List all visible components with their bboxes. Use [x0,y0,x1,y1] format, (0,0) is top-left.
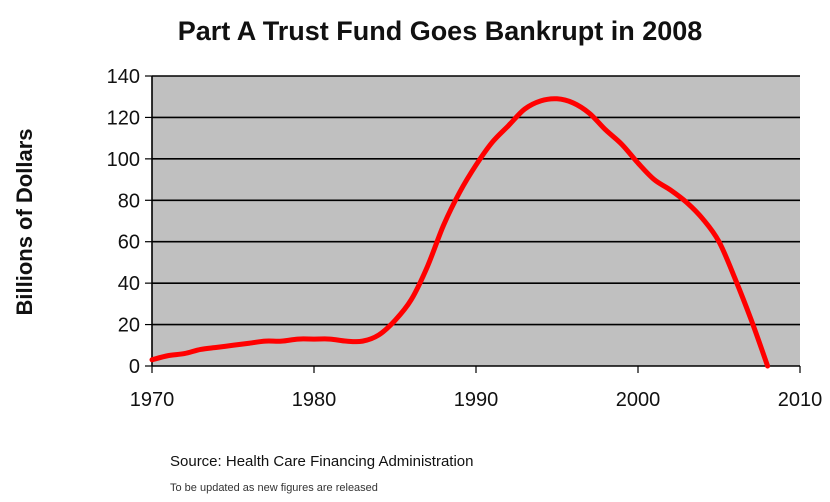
y-tick-label: 40 [118,273,140,295]
source-note: Source: Health Care Financing Administra… [170,453,474,470]
y-tick-label: 80 [118,190,140,212]
update-note: To be updated as new figures are release… [170,482,378,494]
y-tick-label: 20 [118,315,140,337]
x-tick-label: 1970 [130,389,175,411]
series-layer [149,96,771,369]
y-tick-label: 140 [107,66,140,88]
x-tick-label: 2010 [778,389,823,411]
y-axis: 0 20 40 60 80 100 120 140 [107,66,153,378]
y-tick-label: 60 [118,232,140,254]
trust-fund-balance-line [149,96,771,369]
chart-title: Part A Trust Fund Goes Bankrupt in 2008 [178,16,703,46]
x-tick-label: 2000 [616,389,661,411]
x-axis: 1970 1980 1990 2000 2010 [130,365,823,411]
y-tick-label: 120 [107,107,140,129]
x-tick-label: 1980 [292,389,337,411]
gridlines [152,75,800,326]
y-axis-label: Billions of Dollars [12,128,37,315]
y-tick-label: 100 [107,149,140,171]
plot-area [152,76,800,366]
y-tick-label: 0 [129,356,140,378]
x-tick-label: 1990 [454,389,499,411]
